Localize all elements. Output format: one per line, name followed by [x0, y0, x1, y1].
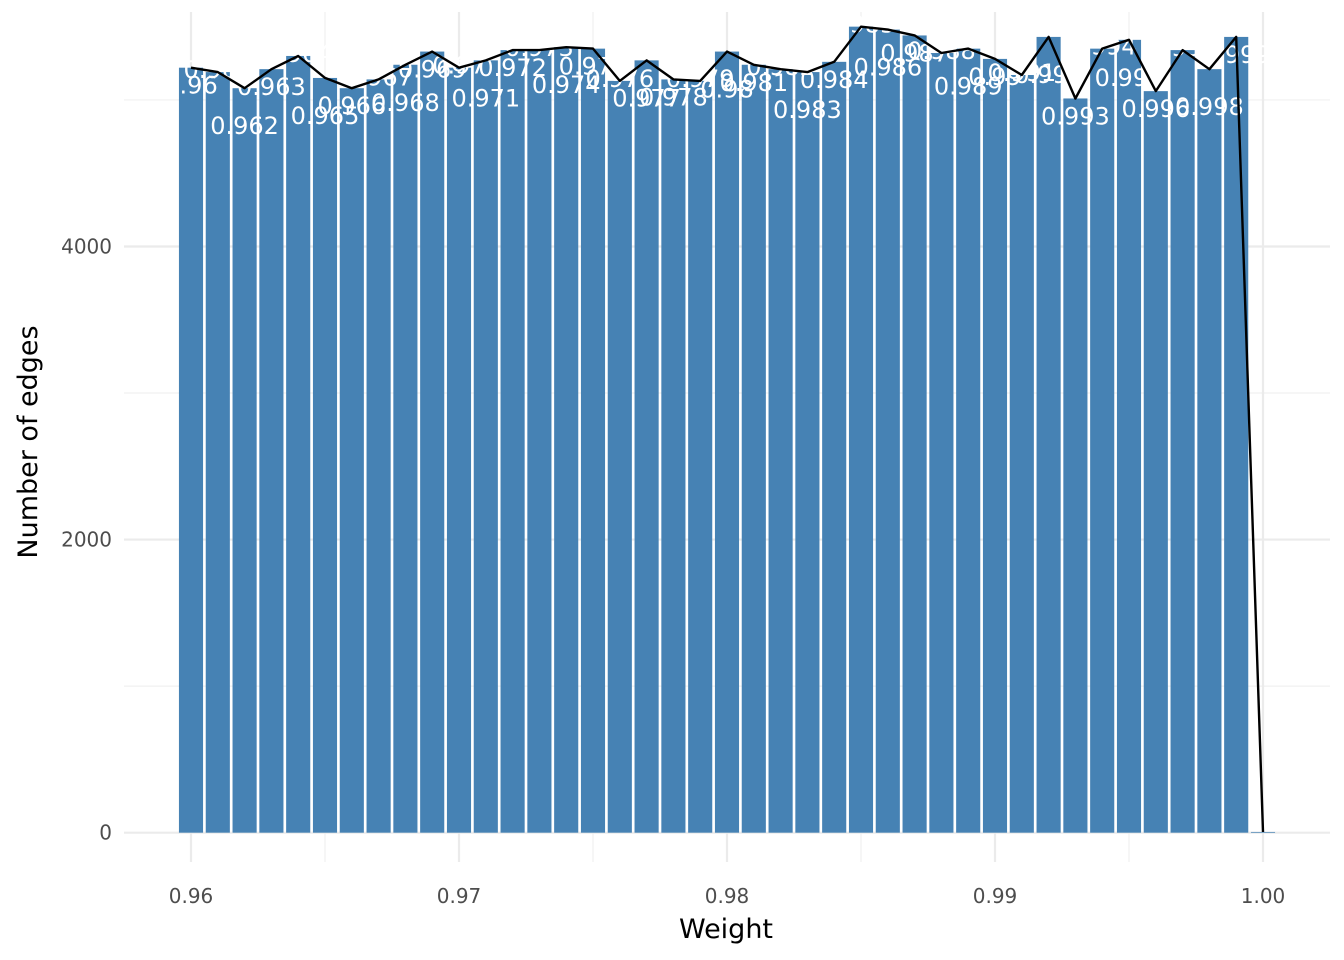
bar-label: 0.965: [291, 102, 360, 130]
bar-label: 0.964: [264, 40, 333, 68]
bar: [956, 48, 981, 833]
bar: [500, 50, 525, 833]
bar-label: 0.962: [210, 112, 279, 140]
bar: [1197, 69, 1222, 833]
bar-label: 0.976: [585, 65, 654, 93]
bar: [1090, 48, 1115, 833]
bar: [1143, 91, 1168, 833]
bar-label: 0.986: [853, 54, 922, 82]
y-tick-label: 0: [99, 821, 112, 845]
bar-label: 0.966: [317, 92, 386, 120]
bar: [286, 55, 311, 833]
bar-label: 0.987: [880, 39, 949, 67]
bar: [312, 77, 338, 833]
bar: [982, 58, 1008, 833]
bar: [741, 64, 766, 833]
bar-label: 0.99: [968, 63, 1021, 91]
bar-label: 0.981: [719, 69, 788, 97]
bar: [178, 67, 204, 833]
bar-label: 0.998: [1175, 93, 1244, 121]
bar: [848, 26, 874, 833]
bar-label: 0.989: [934, 73, 1003, 101]
bar-label: 0.994: [1068, 33, 1137, 61]
bar-labels: 0.960.9610.9620.9630.9640.9650.9660.9670…: [164, 11, 1270, 141]
x-axis-ticks: 0.96 0.97 0.98 0.99 1.00: [169, 884, 1286, 908]
bar: [420, 51, 445, 833]
bar: [1009, 75, 1034, 833]
y-tick-label: 2000: [61, 528, 112, 552]
x-tick-label: 0.99: [973, 884, 1018, 908]
bar: [714, 51, 740, 833]
bar: [580, 48, 606, 833]
bar: [661, 79, 686, 833]
x-axis-title: Weight: [679, 914, 773, 945]
bar-label: 0.978: [639, 83, 708, 111]
bar: [1224, 36, 1249, 833]
bar: [473, 60, 498, 833]
bar: [875, 29, 900, 833]
count-line: [190, 25, 1265, 833]
bar-label: 0.971: [451, 84, 520, 112]
x-tick-label: 1.00: [1241, 884, 1286, 908]
x-tick-label: 0.97: [437, 884, 482, 908]
bar: [339, 88, 364, 833]
bar: [634, 60, 659, 833]
bar-label: 0.977: [612, 84, 681, 112]
bar-label: 0.983: [773, 96, 842, 124]
bar-label: 0.997: [1148, 34, 1217, 62]
bar-label: 0.985: [827, 11, 896, 39]
bar: [393, 64, 418, 833]
x-tick-label: 0.98: [705, 884, 750, 908]
y-axis-title: Number of edges: [13, 325, 44, 558]
bar: [366, 79, 391, 833]
bar-label: 0.961: [183, 56, 252, 84]
bar-label: 0.974: [532, 71, 601, 99]
bar: [902, 35, 927, 833]
bar: [688, 80, 713, 833]
bar: [232, 88, 257, 833]
y-tick-label: 4000: [61, 234, 112, 258]
bar: [822, 61, 847, 833]
bar: [1063, 98, 1088, 833]
bar: [607, 80, 632, 833]
bar: [259, 69, 284, 833]
bar: [768, 69, 793, 833]
bar: [527, 50, 552, 833]
bar-label: 0.96: [164, 72, 217, 100]
y-axis-ticks: 0 2000 4000: [61, 234, 112, 844]
bar: [929, 53, 954, 833]
x-tick-label: 0.96: [169, 884, 214, 908]
bar: [1036, 36, 1061, 833]
bar: [446, 67, 472, 833]
bar-label: 0.995: [1095, 64, 1164, 92]
bar: [205, 72, 230, 833]
bar-label: 0.969: [398, 56, 467, 84]
bar: [554, 47, 579, 833]
bar-label: 0.992: [1014, 61, 1083, 89]
bar-label: 0.98: [700, 76, 753, 104]
bar: [1170, 50, 1195, 833]
bar: [795, 72, 820, 833]
bars: [178, 26, 1276, 833]
bar-label: 0.982: [746, 53, 815, 81]
bar-label: 0.988: [907, 37, 976, 65]
bar: [1250, 831, 1276, 833]
bar-label: 0.963: [237, 73, 306, 101]
bar-label: 0.993: [1041, 102, 1110, 130]
bar-label: 0.996: [1121, 95, 1190, 123]
bar: [1116, 39, 1142, 833]
bar-label: 0.968: [371, 89, 440, 117]
